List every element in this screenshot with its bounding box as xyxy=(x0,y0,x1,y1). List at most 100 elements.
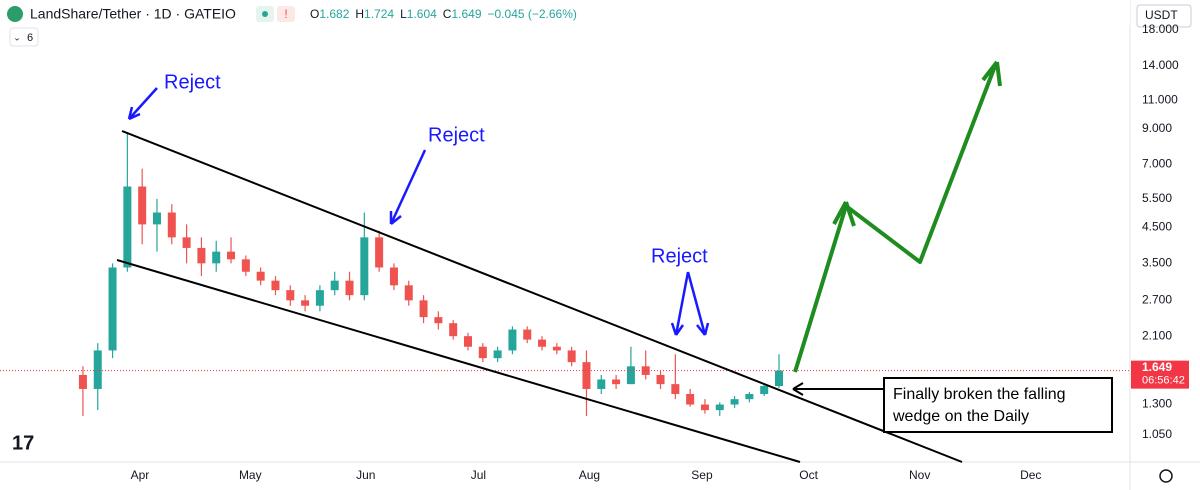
x-tick-label: Dec xyxy=(1020,468,1041,482)
candle-body xyxy=(745,393,754,400)
brand-logo: 17 xyxy=(12,432,34,454)
ohlc-value: 1.649 xyxy=(451,7,481,21)
candle-body xyxy=(182,237,191,248)
y-tick-label: 9.000 xyxy=(1142,121,1172,135)
candle-body xyxy=(419,300,428,318)
y-tick-label: 1.300 xyxy=(1142,397,1172,411)
candle-body xyxy=(656,374,665,385)
y-tick-label: 18.000 xyxy=(1142,22,1179,36)
candle-body xyxy=(286,290,295,301)
candle-body xyxy=(538,339,547,347)
candle-body xyxy=(775,370,784,387)
x-tick-label: Nov xyxy=(909,468,930,482)
header-bg xyxy=(0,0,1130,26)
y-tick-label: 7.000 xyxy=(1142,157,1172,171)
x-tick-label: Oct xyxy=(799,468,818,482)
candle-body xyxy=(404,285,413,301)
candle-body xyxy=(123,186,132,268)
candle-body xyxy=(478,346,487,359)
candle-body xyxy=(389,267,398,286)
ohlc-key: C xyxy=(443,7,452,21)
candle-body xyxy=(597,379,606,389)
candle-body xyxy=(78,374,87,389)
y-tick-label: 3.500 xyxy=(1142,256,1172,270)
candle-body xyxy=(567,350,576,363)
last-price-label: 1.649 xyxy=(1142,360,1172,374)
candle-body xyxy=(138,186,147,225)
y-tick-label: 1.050 xyxy=(1142,427,1172,441)
candle-body xyxy=(93,350,102,389)
candle-body xyxy=(360,237,369,296)
x-tick-label: Jun xyxy=(356,468,375,482)
y-tick-label: 14.000 xyxy=(1142,58,1179,72)
x-tick-label: May xyxy=(239,468,262,482)
y-tick-label: 5.500 xyxy=(1142,191,1172,205)
candle-body xyxy=(212,251,221,264)
candle-body xyxy=(493,350,502,359)
symbol-logo xyxy=(7,6,23,22)
reject-label: Reject xyxy=(428,124,485,146)
note-text: Finally broken the falling xyxy=(893,386,1066,403)
candle-body xyxy=(167,212,176,238)
candle-body xyxy=(315,290,324,306)
plot xyxy=(0,133,1130,416)
candle-body xyxy=(686,393,695,405)
symbol: LandShare/Tether · 1D · GATEIO xyxy=(30,6,236,22)
candle-body xyxy=(345,280,354,296)
x-tick-label: Apr xyxy=(131,468,150,482)
candle-body xyxy=(552,346,561,351)
y-tick-label: 2.700 xyxy=(1142,293,1172,307)
currency-button[interactable] xyxy=(1136,4,1192,28)
wedge-upper xyxy=(121,130,963,463)
candle-body xyxy=(108,267,117,351)
candle-body xyxy=(760,386,769,394)
x-tick-label: Aug xyxy=(579,468,600,482)
reject-arrows xyxy=(127,87,710,336)
currency: USDT xyxy=(1145,8,1178,22)
candle-body xyxy=(612,379,621,385)
ohlc: O1.682 H1.724 L1.604 C1.649 −0.045 (−2.66%) xyxy=(310,7,577,21)
wedge-lower xyxy=(116,259,801,463)
note-box xyxy=(883,377,1113,433)
candle-body xyxy=(197,247,206,264)
y-tick-label: 4.500 xyxy=(1142,220,1172,234)
indicator-toggle[interactable] xyxy=(9,27,39,47)
candle-body xyxy=(271,280,280,291)
candle-body xyxy=(152,212,161,225)
chevron: ⌄ xyxy=(13,32,21,42)
ohlc-value: 1.604 xyxy=(407,7,437,21)
candle-body xyxy=(227,251,236,260)
candle-body xyxy=(730,399,739,405)
candle-body xyxy=(582,362,591,389)
indicator-count: 6 xyxy=(27,32,33,44)
ohlc-key: O xyxy=(310,7,319,21)
candle-body xyxy=(301,300,310,306)
reject-label: Reject xyxy=(164,71,221,93)
alert-icon: ! xyxy=(284,7,287,21)
drawings xyxy=(116,60,1113,463)
ohlc-key: L xyxy=(400,7,407,21)
note-arrow xyxy=(792,382,885,396)
countdown: 06:56:42 xyxy=(1142,375,1185,387)
y-tick-label: 2.100 xyxy=(1142,328,1172,342)
last-price-box xyxy=(1131,360,1189,389)
candle-body xyxy=(375,237,384,268)
candle-body xyxy=(463,336,472,347)
candle-body xyxy=(626,366,635,385)
x-tick-label: Jul xyxy=(471,468,486,482)
candle-body xyxy=(330,280,339,291)
projection-arrow xyxy=(793,60,1002,373)
candle-body xyxy=(434,317,443,324)
ohlc-value: 1.682 xyxy=(319,7,349,21)
x-tick-label: Sep xyxy=(691,468,713,482)
candle-body xyxy=(256,271,265,281)
candle-body xyxy=(449,323,458,337)
candle-body xyxy=(700,404,709,411)
status-dot xyxy=(262,11,268,17)
y-tick-label: 11.000 xyxy=(1142,92,1178,106)
candle-body xyxy=(671,384,680,394)
ohlc-key: H xyxy=(355,7,364,21)
settings-button[interactable] xyxy=(1159,469,1173,483)
alert-button[interactable] xyxy=(277,6,295,22)
